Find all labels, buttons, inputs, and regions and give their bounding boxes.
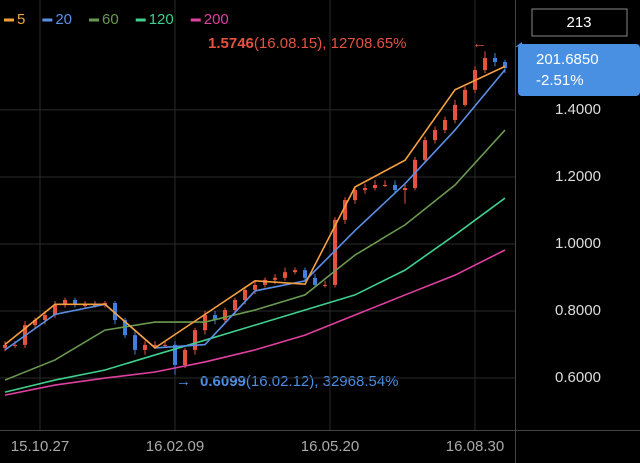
price-tag-change: -2.51%	[536, 72, 584, 89]
min-detail: (16.02.12), 32968.54%	[246, 373, 399, 390]
candle-body	[493, 57, 497, 63]
max-value: 1.5746	[208, 35, 254, 52]
min-arrow: →	[176, 373, 191, 390]
candle-body	[283, 272, 287, 278]
legend-label: 20	[55, 11, 72, 28]
candle-body	[173, 344, 177, 365]
x-tick-label: 16.02.09	[146, 438, 204, 455]
candle-body	[353, 190, 357, 201]
candle-body	[33, 320, 37, 326]
candle-body	[253, 284, 257, 290]
ma-line	[4, 65, 506, 349]
ma-line	[4, 249, 506, 396]
legend-label: 60	[102, 11, 119, 28]
y-tick-label: 1.0000	[555, 235, 601, 252]
legend-label: 200	[204, 11, 229, 28]
y-tick-label: 1.4000	[555, 101, 601, 118]
candle-body	[73, 299, 77, 305]
candle-body	[93, 304, 97, 306]
candle-body	[403, 188, 407, 191]
candle-body	[363, 188, 367, 191]
price-tag-price: 201.6850	[536, 51, 599, 68]
ma-line	[4, 69, 506, 351]
price-tag	[518, 44, 640, 96]
candle-body	[163, 344, 167, 346]
candle-body	[233, 299, 237, 311]
x-tick-label: 15.10.27	[11, 438, 69, 455]
y-tick-label: 0.6000	[555, 369, 601, 386]
candle-body	[393, 185, 397, 191]
min-annotation: 0.6099(16.02.12), 32968.54%	[200, 373, 399, 390]
candle-body	[223, 310, 227, 321]
candle-body	[213, 315, 217, 321]
candle-body	[463, 89, 467, 105]
legend-label: 5	[17, 11, 25, 28]
plot	[0, 0, 515, 430]
candle-body	[423, 140, 427, 160]
max-annotation: 1.5746(16.08.15), 12708.65%	[208, 35, 407, 52]
max-arrow: ←	[472, 35, 487, 52]
candle-body	[63, 299, 67, 305]
candle-body	[133, 335, 137, 350]
candle-body	[303, 270, 307, 278]
candle-body	[193, 330, 197, 350]
candle-body	[323, 284, 327, 286]
candle-body	[433, 130, 437, 141]
min-value: 0.6099	[200, 373, 246, 390]
legend-label: 120	[149, 11, 174, 28]
candle-body	[343, 200, 347, 220]
candle-body	[333, 219, 337, 285]
ma-line	[4, 129, 506, 381]
candle-body	[313, 277, 317, 285]
candle-body	[263, 279, 267, 285]
candle-body	[243, 289, 247, 300]
y-tick-label: 0.8000	[555, 302, 601, 319]
candle-body	[293, 270, 297, 273]
candle-body	[183, 349, 187, 365]
candle-body	[3, 344, 7, 348]
candle-body	[113, 302, 117, 321]
candle-body	[53, 304, 57, 316]
period-value: 213	[566, 14, 591, 31]
x-tick-label: 16.05.20	[301, 438, 359, 455]
candle-body	[453, 104, 457, 120]
y-tick-label: 1.2000	[555, 168, 601, 185]
x-tick-label: 16.08.30	[446, 438, 504, 455]
ma-line	[4, 197, 506, 393]
candle-body	[153, 344, 157, 346]
candle-body	[13, 344, 17, 346]
candle-body	[83, 304, 87, 306]
period-box[interactable]	[531, 8, 628, 37]
candle-body	[43, 315, 47, 321]
candle-body	[483, 57, 487, 71]
candle-body	[443, 119, 447, 131]
candle-body	[383, 185, 387, 187]
candle-body	[373, 185, 377, 189]
candle-body	[143, 344, 147, 350]
candle-body	[273, 277, 277, 280]
candle-body	[503, 62, 507, 69]
